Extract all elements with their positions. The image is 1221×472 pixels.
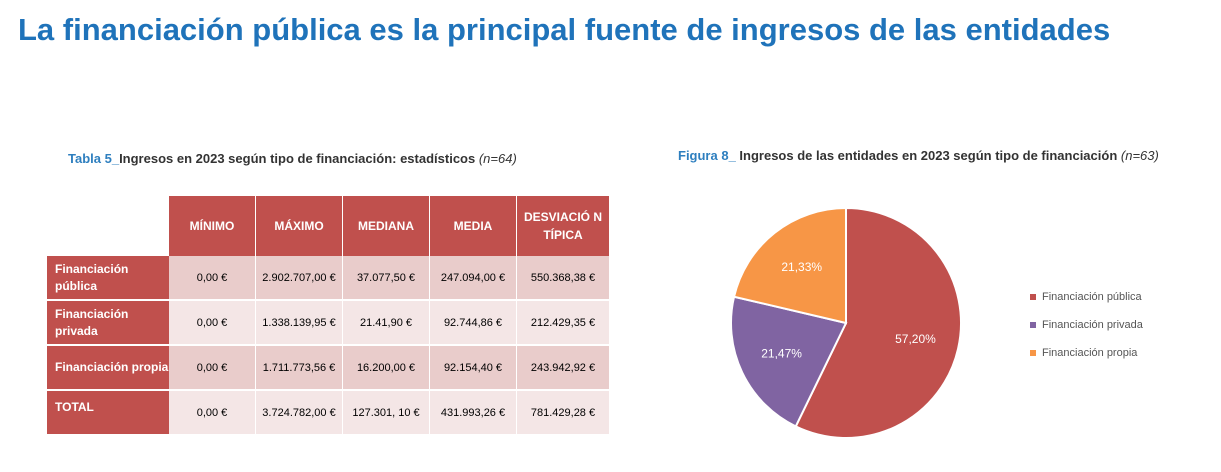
row-label-privada: Financiación privada	[47, 300, 169, 346]
table-row: Financiación privada 0,00 € 1.338.139,95…	[47, 300, 610, 346]
legend-swatch	[1030, 294, 1036, 300]
table-cell: 0,00 €	[169, 256, 256, 301]
table-cell: 1.338.139,95 €	[255, 300, 343, 346]
legend-label: Financiación privada	[1042, 319, 1143, 331]
col-header-desviacion: DESVIACIÓ N TÍPICA	[516, 196, 610, 256]
table-cell: 431.993,26 €	[429, 390, 517, 436]
table-caption-n: (n=64)	[478, 151, 517, 166]
row-label-total: TOTAL	[47, 390, 169, 436]
table-cell: 247.094,00 €	[429, 256, 517, 301]
table-row-total: TOTAL 0,00 € 3.724.782,00 € 127.301, 10 …	[47, 390, 610, 436]
legend-label: Financiación propia	[1042, 347, 1138, 359]
col-header-media: MEDIA	[429, 196, 517, 256]
table-cell: 0,00 €	[169, 345, 256, 391]
chart-legend: Financiación pública Financiación privada…	[1030, 290, 1143, 374]
table-cell: 127.301, 10 €	[342, 390, 430, 436]
row-label-publica: Financiación pública	[47, 256, 169, 301]
table-corner	[47, 196, 169, 256]
table-cell: 550.368,38 €	[516, 256, 610, 301]
table-cell: 92.744,86 €	[429, 300, 517, 346]
pie-chart: 57,20% 21,47% 21,33%	[730, 206, 962, 439]
figure-caption: Figura 8_ Ingresos de las entidades en 2…	[678, 148, 1159, 163]
table-row: Financiación pública 0,00 € 2.902.707,00…	[47, 256, 610, 301]
row-label-propia: Financiación propia	[47, 345, 169, 391]
pie-data-label-2: 21,47%	[761, 347, 802, 361]
pie-slice-2	[730, 295, 848, 428]
table-cell: 21.41,90 €	[342, 300, 430, 346]
figure-caption-n: (n=63)	[1120, 148, 1159, 163]
pie-data-label-1: 57,20%	[895, 332, 936, 346]
legend-swatch	[1030, 322, 1036, 328]
table-cell: 92.154,40 €	[429, 345, 517, 391]
table-cell: 2.902.707,00 €	[255, 256, 343, 301]
col-header-mediana: MEDIANA	[342, 196, 430, 256]
stats-table: MÍNIMO MÁXIMO MEDIANA MEDIA DESVIACIÓ N …	[47, 196, 610, 436]
table-cell: 0,00 €	[169, 300, 256, 346]
pie-slice-1	[794, 206, 962, 439]
legend-item-1: Financiación pública	[1030, 290, 1143, 304]
pie-data-label-3: 21,33%	[781, 260, 822, 274]
table-cell: 1.711.773,56 €	[255, 345, 343, 391]
table-cell: 212.429,35 €	[516, 300, 610, 346]
col-header-maximo: MÁXIMO	[255, 196, 343, 256]
table-caption-text: Ingresos en 2023 según tipo de financiac…	[119, 151, 476, 166]
table-cell: 37.077,50 €	[342, 256, 430, 301]
legend-label: Financiación pública	[1042, 291, 1142, 303]
table-cell: 781.429,28 €	[516, 390, 610, 436]
legend-swatch	[1030, 350, 1036, 356]
legend-item-3: Financiación propia	[1030, 346, 1143, 360]
table-cell: 3.724.782,00 €	[255, 390, 343, 436]
figure-caption-text: Ingresos de las entidades en 2023 según …	[739, 148, 1118, 163]
table-cell: 0,00 €	[169, 390, 256, 436]
pie-slice-3	[732, 206, 847, 325]
table-cell: 243.942,92 €	[516, 345, 610, 391]
table-header-row: MÍNIMO MÁXIMO MEDIANA MEDIA DESVIACIÓ N …	[47, 196, 610, 256]
col-header-minimo: MÍNIMO	[169, 196, 256, 256]
legend-item-2: Financiación privada	[1030, 318, 1143, 332]
table-row: Financiación propia 0,00 € 1.711.773,56 …	[47, 345, 610, 391]
figure-caption-label: Figura 8_	[678, 148, 736, 163]
table-caption-label: Tabla 5_	[68, 151, 120, 166]
page-title: La financiación pública es la principal …	[18, 12, 1111, 47]
table-cell: 16.200,00 €	[342, 345, 430, 391]
table-caption: Tabla 5_Ingresos en 2023 según tipo de f…	[68, 151, 517, 166]
